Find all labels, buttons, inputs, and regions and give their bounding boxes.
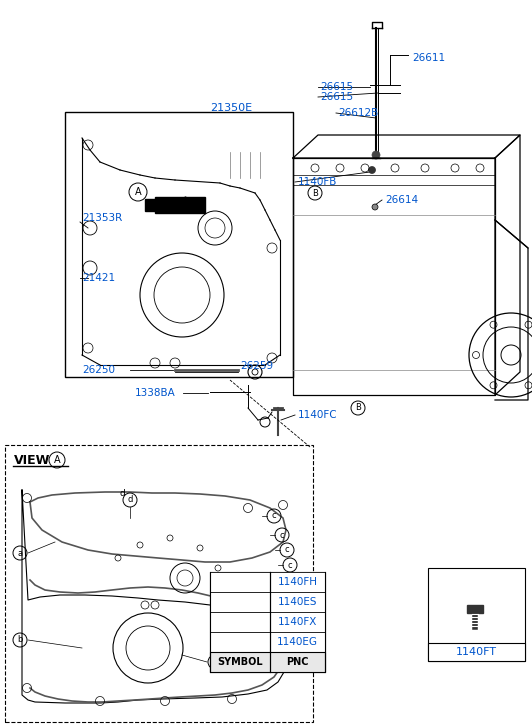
- Text: 1140FC: 1140FC: [298, 410, 338, 420]
- Polygon shape: [467, 606, 483, 614]
- Bar: [210, 592, 325, 612]
- Text: 26615: 26615: [320, 92, 353, 102]
- Text: d: d: [237, 577, 243, 587]
- Text: VIEW: VIEW: [14, 454, 51, 467]
- Bar: [65, 112, 293, 377]
- Text: c: c: [272, 512, 276, 521]
- Circle shape: [372, 151, 380, 159]
- Bar: [210, 652, 325, 672]
- Text: 1140FB: 1140FB: [298, 177, 337, 187]
- Text: 1140FH: 1140FH: [277, 577, 318, 587]
- Text: d: d: [127, 496, 132, 505]
- Text: 26615: 26615: [320, 82, 353, 92]
- Polygon shape: [155, 197, 205, 213]
- Text: 1140ES: 1140ES: [278, 597, 317, 607]
- Polygon shape: [185, 197, 205, 213]
- Text: B: B: [355, 403, 361, 412]
- Bar: [5, 445, 313, 722]
- Text: A: A: [135, 187, 142, 197]
- Text: 26612B: 26612B: [338, 108, 378, 118]
- Text: PNC: PNC: [286, 657, 309, 667]
- Text: b: b: [212, 657, 218, 667]
- Text: 1140FT: 1140FT: [456, 647, 497, 657]
- Bar: [428, 568, 525, 661]
- Text: c: c: [285, 545, 289, 555]
- Text: 1140FX: 1140FX: [278, 617, 317, 627]
- Text: 26259: 26259: [240, 361, 273, 371]
- Text: 1338BA: 1338BA: [135, 388, 176, 398]
- Text: b: b: [18, 635, 23, 645]
- Bar: [210, 572, 325, 592]
- Text: B: B: [312, 188, 318, 198]
- Text: 21353R: 21353R: [82, 213, 122, 223]
- Text: d: d: [119, 489, 125, 497]
- Text: a: a: [18, 548, 22, 558]
- Bar: [428, 643, 525, 661]
- Bar: [210, 632, 325, 652]
- Circle shape: [372, 204, 378, 210]
- Text: a: a: [237, 638, 243, 646]
- Bar: [210, 572, 325, 672]
- Text: 21421: 21421: [82, 273, 115, 283]
- Text: SYMBOL: SYMBOL: [217, 657, 263, 667]
- Text: c: c: [288, 561, 292, 569]
- Text: 1140EG: 1140EG: [277, 637, 318, 647]
- Text: b: b: [237, 617, 243, 627]
- Text: 21350E: 21350E: [210, 103, 252, 113]
- Text: c: c: [280, 531, 284, 539]
- Text: 26614: 26614: [385, 195, 418, 205]
- Text: 26611: 26611: [412, 53, 445, 63]
- Text: c: c: [238, 598, 242, 606]
- Circle shape: [369, 166, 376, 174]
- Polygon shape: [145, 199, 185, 211]
- Text: 26250: 26250: [82, 365, 115, 375]
- Text: c: c: [288, 576, 292, 585]
- Text: A: A: [54, 455, 60, 465]
- Bar: [210, 612, 325, 632]
